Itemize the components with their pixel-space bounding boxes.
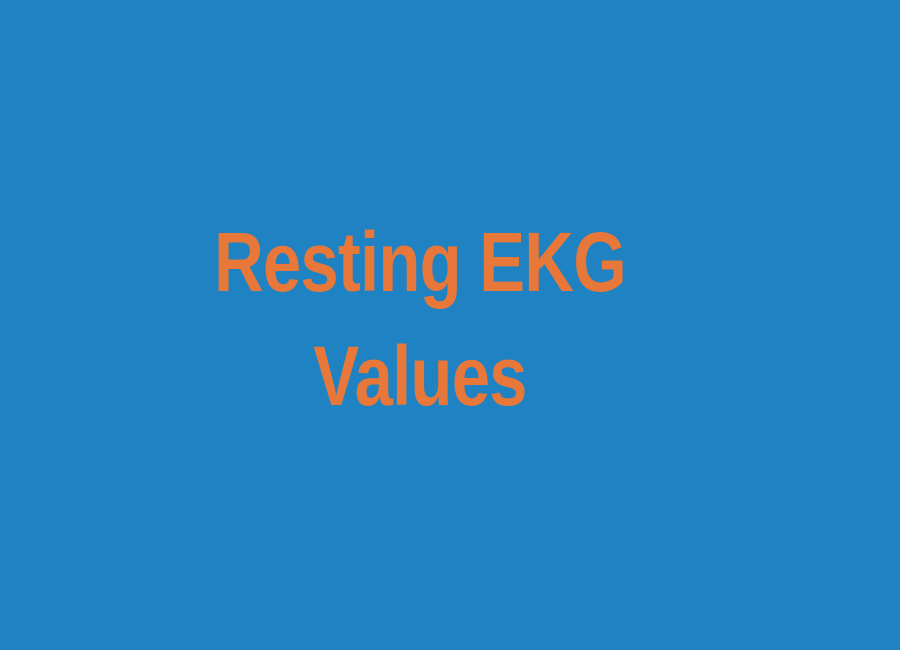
- slide-title: Resting EKG Values: [0, 210, 900, 430]
- title-line-2: Values: [313, 329, 527, 423]
- title-line-1: Resting EKG: [214, 215, 627, 309]
